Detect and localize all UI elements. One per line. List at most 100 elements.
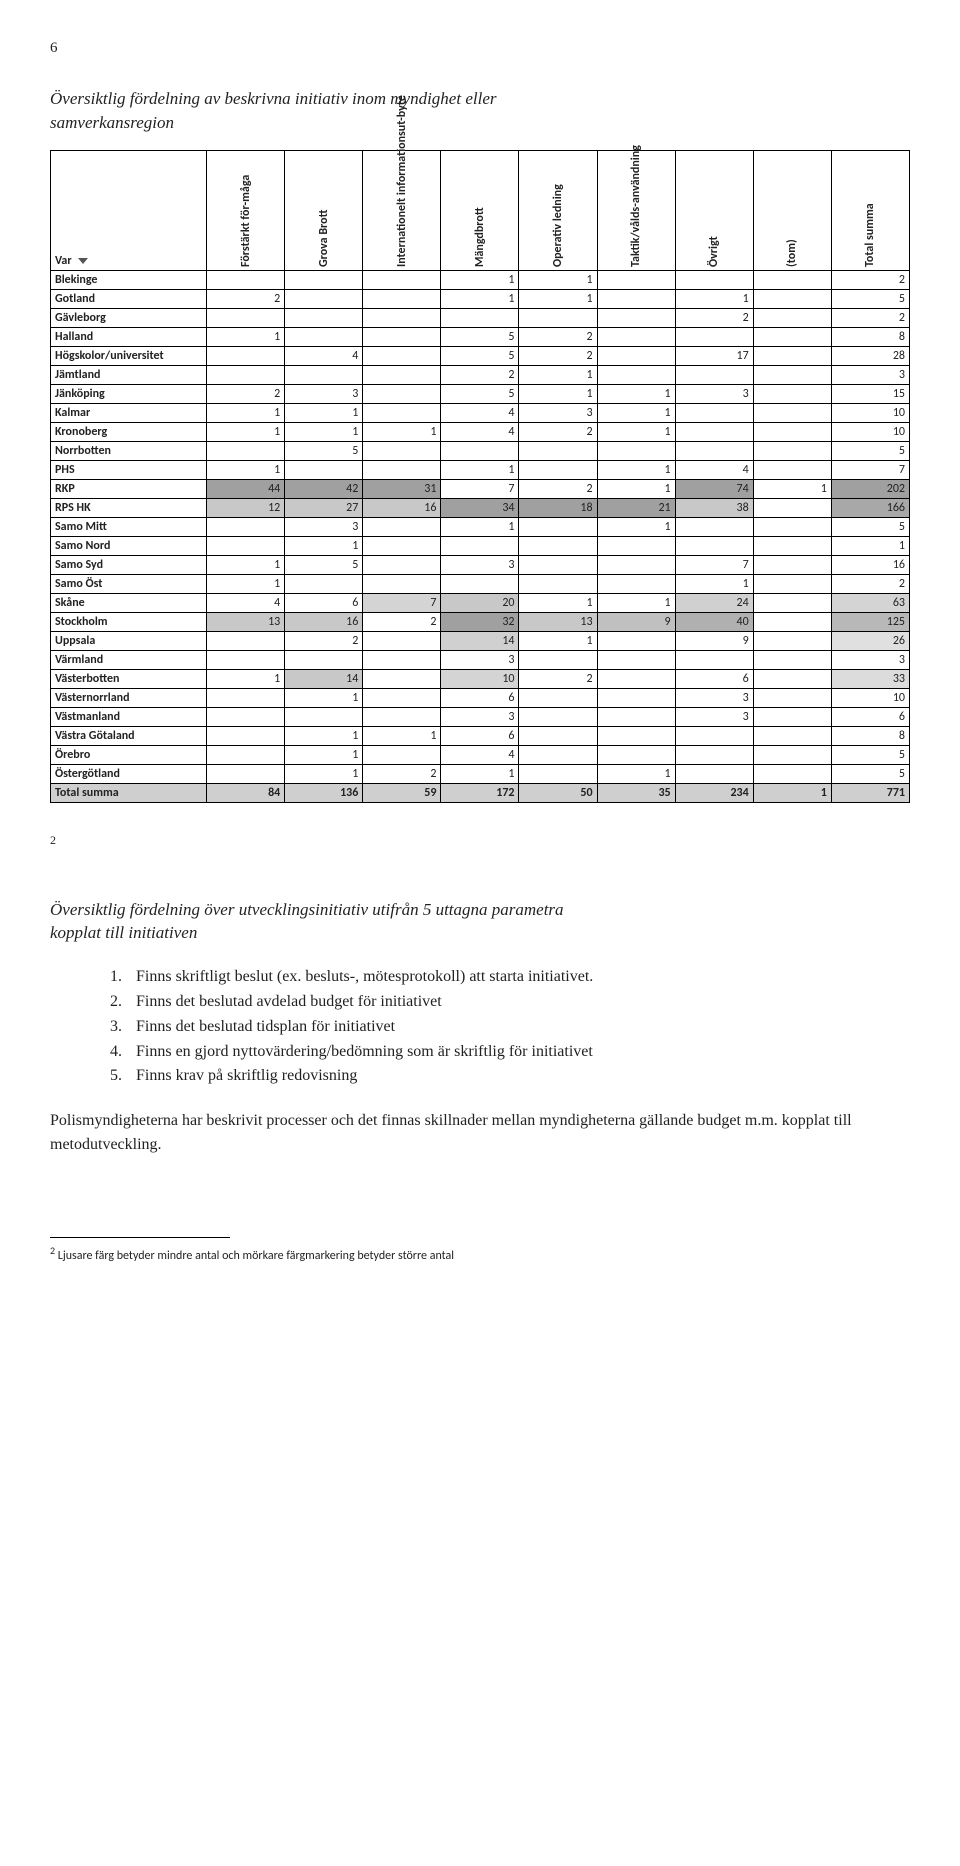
var-header-label: Var [55,254,72,268]
total-cell: 172 [441,783,519,802]
cell [207,745,285,764]
list-item-text: Finns krav på skriftlig redovisning [136,1064,357,1089]
cell: 2 [675,308,753,327]
cell [441,441,519,460]
cell: 1 [441,270,519,289]
cell: 8 [831,327,909,346]
cell: 3 [285,517,363,536]
total-cell: 136 [285,783,363,802]
cell [363,669,441,688]
cell: 1 [285,536,363,555]
cell [597,441,675,460]
total-cell: 234 [675,783,753,802]
cell [597,707,675,726]
cell [753,726,831,745]
cell [363,688,441,707]
cell: 6 [441,688,519,707]
col-header: Taktik/vålds-användning [597,150,675,270]
cell [753,289,831,308]
row-label: Halland [51,327,207,346]
cell [597,650,675,669]
cell: 3 [519,403,597,422]
cell: 4 [441,403,519,422]
col-header: Mängdbrott [441,150,519,270]
row-label: Gävleborg [51,308,207,327]
cell: 10 [441,669,519,688]
cell [285,574,363,593]
cell: 1 [441,460,519,479]
cell [363,441,441,460]
cell: 1 [441,289,519,308]
cell: 1 [285,403,363,422]
cell [363,308,441,327]
cell: 1 [519,365,597,384]
row-label: Högskolor/universitet [51,346,207,365]
cell [753,270,831,289]
col-header: Internationelt informationsut-byte [363,150,441,270]
cell: 5 [831,764,909,783]
cell [363,384,441,403]
cell [207,764,285,783]
cell [207,308,285,327]
cell: 1 [597,460,675,479]
list-item: 4.Finns en gjord nyttovärdering/bedömnin… [110,1040,910,1065]
cell: 14 [441,631,519,650]
cell [753,574,831,593]
cell [597,365,675,384]
heading-1-line-2: samverkansregion [50,113,174,132]
cell [519,764,597,783]
table-row: Östergötland12115 [51,764,910,783]
numbered-list: 1.Finns skriftligt beslut (ex. besluts-,… [110,965,910,1089]
table-row: RPS HK12271634182138166 [51,498,910,517]
cell [753,593,831,612]
row-label: Kronoberg [51,422,207,441]
cell: 1 [831,536,909,555]
col-header: Övrigt [675,150,753,270]
cell: 1 [285,764,363,783]
list-item: 2.Finns det beslutad avdelad budget för … [110,990,910,1015]
cell: 9 [675,631,753,650]
cell [207,270,285,289]
cell [285,707,363,726]
row-label: Västerbotten [51,669,207,688]
cell [597,289,675,308]
cell [597,745,675,764]
cell [441,308,519,327]
cell: 125 [831,612,909,631]
table-row: Västra Götaland1168 [51,726,910,745]
total-cell: 59 [363,783,441,802]
cell [285,650,363,669]
table-row: Gotland21115 [51,289,910,308]
cell [753,517,831,536]
cell [675,422,753,441]
col-header: Grova Brott [285,150,363,270]
cell [753,612,831,631]
heading-2: Översiktlig fördelning över utvecklingsi… [50,898,910,946]
col-header: Total summa [831,150,909,270]
cell [675,403,753,422]
heading-2-line-1: Översiktlig fördelning över utvecklingsi… [50,900,564,919]
cell: 1 [675,574,753,593]
cell [207,650,285,669]
cell [753,669,831,688]
cell [363,289,441,308]
cell [753,384,831,403]
cell [363,631,441,650]
cell: 1 [363,422,441,441]
cell: 2 [519,479,597,498]
cell: 1 [597,593,675,612]
cell [285,308,363,327]
cell: 10 [831,403,909,422]
cell: 16 [831,555,909,574]
list-item: 3.Finns det beslutad tidsplan för initia… [110,1015,910,1040]
cell [753,403,831,422]
cell: 202 [831,479,909,498]
list-item-text: Finns en gjord nyttovärdering/bedömning … [136,1040,593,1065]
cell [675,745,753,764]
cell: 4 [441,745,519,764]
cell: 1 [285,745,363,764]
cell [441,536,519,555]
cell: 14 [285,669,363,688]
list-item-text: Finns skriftligt beslut (ex. besluts-, m… [136,965,593,990]
row-label: Samo Nord [51,536,207,555]
